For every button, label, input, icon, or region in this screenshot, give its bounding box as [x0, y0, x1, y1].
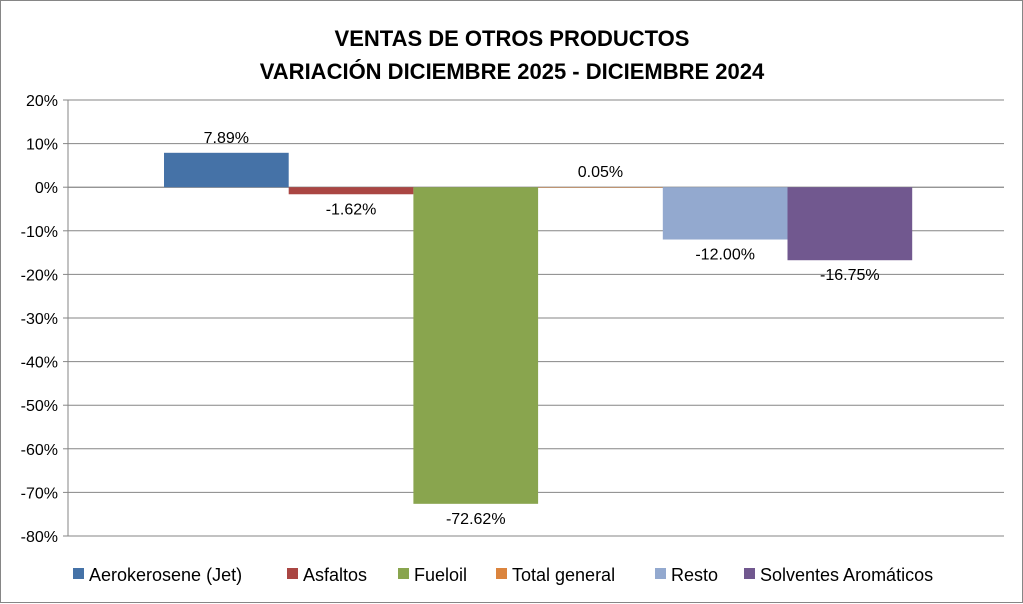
- data-label: -16.75%: [820, 267, 880, 284]
- legend-swatch: [398, 568, 409, 579]
- y-tick-label: -30%: [21, 311, 58, 328]
- legend-swatch: [655, 568, 666, 579]
- legend-label: Resto: [671, 565, 718, 585]
- y-tick-label: -50%: [21, 398, 58, 415]
- y-tick-label: -10%: [21, 224, 58, 241]
- data-label: -1.62%: [326, 201, 377, 218]
- data-label: 7.89%: [204, 130, 249, 147]
- data-label: -72.62%: [446, 511, 506, 528]
- legend-swatch: [73, 568, 84, 579]
- legend-swatch: [744, 568, 755, 579]
- data-label: 0.05%: [578, 164, 623, 181]
- bar-aerokerosene-jet-: [164, 152, 289, 188]
- bar-fueloil: [413, 187, 539, 504]
- y-tick-label: -80%: [21, 529, 58, 546]
- chart-title-line-2: VARIACIÓN DICIEMBRE 2025 - DICIEMBRE 202…: [260, 59, 765, 84]
- y-tick-label: -70%: [21, 485, 58, 502]
- legend-label: Aerokerosene (Jet): [89, 565, 242, 585]
- bar-resto: [662, 187, 788, 240]
- legend-label: Asfaltos: [303, 565, 367, 585]
- y-tick-label: -20%: [21, 267, 58, 284]
- legend-label: Fueloil: [414, 565, 467, 585]
- chart-title-line-1: VENTAS DE OTROS PRODUCTOS: [335, 26, 690, 51]
- y-tick-label: 10%: [26, 137, 58, 154]
- legend-label: Total general: [512, 565, 615, 585]
- legend-swatch: [287, 568, 298, 579]
- legend-swatch: [496, 568, 507, 579]
- data-label: -12.00%: [695, 247, 755, 264]
- y-tick-label: 0%: [35, 180, 58, 197]
- bar-asfaltos: [288, 187, 414, 195]
- legend-label: Solventes Aromáticos: [760, 565, 933, 585]
- bar-total-general: [538, 186, 663, 188]
- y-tick-label: -40%: [21, 355, 58, 372]
- bar-solventes-arom-ticos: [787, 187, 913, 261]
- y-tick-label: -60%: [21, 442, 58, 459]
- y-tick-label: 20%: [26, 93, 58, 110]
